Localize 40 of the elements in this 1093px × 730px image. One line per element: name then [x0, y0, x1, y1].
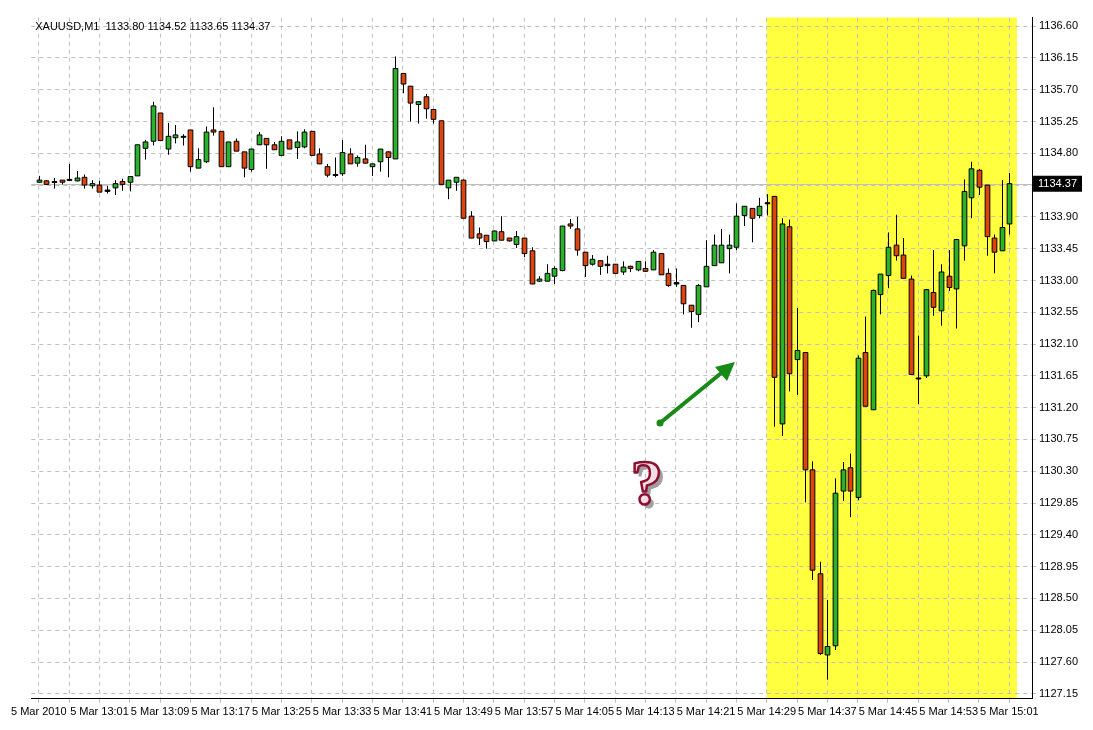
- x-tick-label: 5 Mar 13:57: [494, 705, 554, 718]
- y-tick-label: 1133.45: [1039, 241, 1079, 254]
- x-tick-label: 5 Mar 13:25: [252, 705, 311, 718]
- y-tick-label: 1131.20: [1039, 400, 1079, 413]
- x-tick-label: 5 Mar 14:37: [797, 705, 857, 718]
- y-tick-label: 1133.00: [1039, 273, 1079, 286]
- y-tick-label: 1129.85: [1039, 496, 1079, 509]
- y-tick-label: 1131.65: [1039, 368, 1079, 381]
- y-tick-label: 1127.15: [1039, 686, 1079, 699]
- ref-line-label: 1134.37: [1038, 176, 1078, 189]
- y-tick-label: 1135.70: [1039, 82, 1079, 95]
- y-tick-label: 1128.50: [1039, 591, 1079, 604]
- x-tick-label: 5 Mar 13:09: [130, 705, 190, 718]
- y-tick-label: 1136.15: [1039, 50, 1079, 63]
- y-tick-label: 1128.05: [1039, 623, 1079, 636]
- y-tick-label: 1129.40: [1039, 527, 1079, 540]
- y-tick-label: 1127.60: [1039, 655, 1079, 668]
- x-tick-label: 5 Mar 2010: [10, 705, 67, 718]
- y-tick-label: 1133.90: [1039, 209, 1079, 222]
- x-tick-label: 5 Mar 13:49: [434, 705, 493, 718]
- y-tick-label: 1136.60: [1039, 19, 1079, 32]
- y-tick-label: 1128.95: [1039, 559, 1079, 572]
- y-tick-label: 1134.80: [1039, 146, 1079, 159]
- x-tick-label: 5 Mar 13:01: [70, 705, 129, 718]
- x-tick-label: 5 Mar 14:45: [858, 705, 918, 718]
- y-tick-label: 1132.55: [1039, 305, 1079, 318]
- chart-title: XAUUSD,M1 1133.80 1134.52 1133.65 1134.37: [35, 20, 271, 33]
- x-tick-label: 5 Mar 14:05: [555, 705, 615, 718]
- x-tick-label: 5 Mar 14:13: [616, 705, 675, 718]
- y-tick-label: 1130.30: [1039, 464, 1079, 477]
- x-tick-label: 5 Mar 14:53: [919, 705, 978, 718]
- x-tick-label: 5 Mar 13:41: [373, 705, 433, 718]
- y-tick-label: 1135.25: [1039, 114, 1079, 127]
- x-tick-label: 5 Mar 14:29: [737, 705, 797, 718]
- x-tick-label: 5 Mar 15:01: [979, 705, 1039, 718]
- x-tick-label: 5 Mar 14:21: [676, 705, 736, 718]
- y-tick-label: 1130.75: [1039, 432, 1079, 445]
- x-tick-label: 5 Mar 13:33: [312, 705, 372, 718]
- y-tick-label: 1132.10: [1039, 337, 1079, 350]
- x-tick-label: 5 Mar 13:17: [191, 705, 251, 718]
